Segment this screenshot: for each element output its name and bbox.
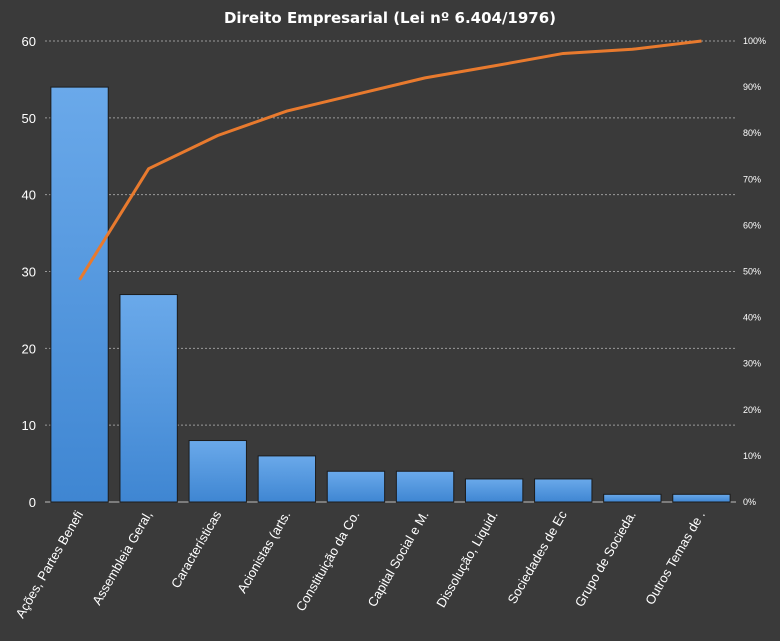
y-axis-left: 0 10 20 30 40 50 60 [22, 34, 36, 510]
y-tick-label: 40 [22, 188, 36, 203]
bars [50, 86, 731, 503]
x-tick-label: Capital Social e M. [364, 508, 431, 609]
bar [326, 470, 386, 503]
x-tick-label: Assembleia Geral, [89, 508, 155, 607]
x-tick-label: Outros Temas de . [642, 508, 708, 607]
y-tick-label: 10 [22, 418, 36, 433]
y2-tick-label: 50% [743, 267, 761, 277]
y-tick-label: 30 [22, 265, 36, 280]
chart-title: Direito Empresarial (Lei nº 6.404/1976) [224, 9, 556, 27]
y2-tick-label: 100% [743, 36, 766, 46]
y-tick-label: 60 [22, 34, 36, 49]
bar [464, 478, 524, 503]
y-tick-label: 20 [22, 341, 36, 356]
bar [119, 294, 178, 503]
bar [395, 470, 455, 503]
y2-tick-label: 60% [743, 220, 761, 230]
y-tick-label: 0 [29, 495, 36, 510]
y2-tick-label: 0% [743, 497, 756, 507]
x-axis: Ações, Partes Benefi Assembleia Geral, Car… [12, 508, 708, 621]
cumulative-line [78, 39, 702, 281]
y2-tick-label: 90% [743, 82, 761, 92]
x-tick-label: Grupo de Socieda. [572, 508, 639, 609]
bar [50, 86, 109, 503]
x-tick-label: Ações, Partes Benefi [12, 508, 86, 621]
y-tick-label: 50 [22, 111, 36, 126]
y2-tick-label: 30% [743, 359, 761, 369]
cumulative-series-line [78, 39, 702, 281]
bar [603, 493, 662, 503]
y2-tick-label: 70% [743, 174, 761, 184]
y2-tick-label: 20% [743, 405, 761, 415]
y2-tick-label: 40% [743, 313, 761, 323]
x-tick-label: Características [168, 508, 225, 591]
x-tick-label: Sociedades de Ec [504, 508, 570, 607]
y2-tick-label: 80% [743, 128, 761, 138]
bar [257, 455, 317, 503]
bar [188, 440, 247, 503]
bar [534, 478, 593, 503]
x-tick-label: Dissolução, Liquid. [433, 508, 501, 610]
x-tick-label: Constituição da Co. [293, 508, 363, 614]
y-axis-right: 0% 10% 20% 30% 40% 50% 60% 70% 80% 90% 100% [743, 36, 766, 507]
bar [672, 493, 731, 503]
x-tick-label: Acionistas (arts. [234, 508, 293, 596]
y2-tick-label: 10% [743, 451, 761, 461]
